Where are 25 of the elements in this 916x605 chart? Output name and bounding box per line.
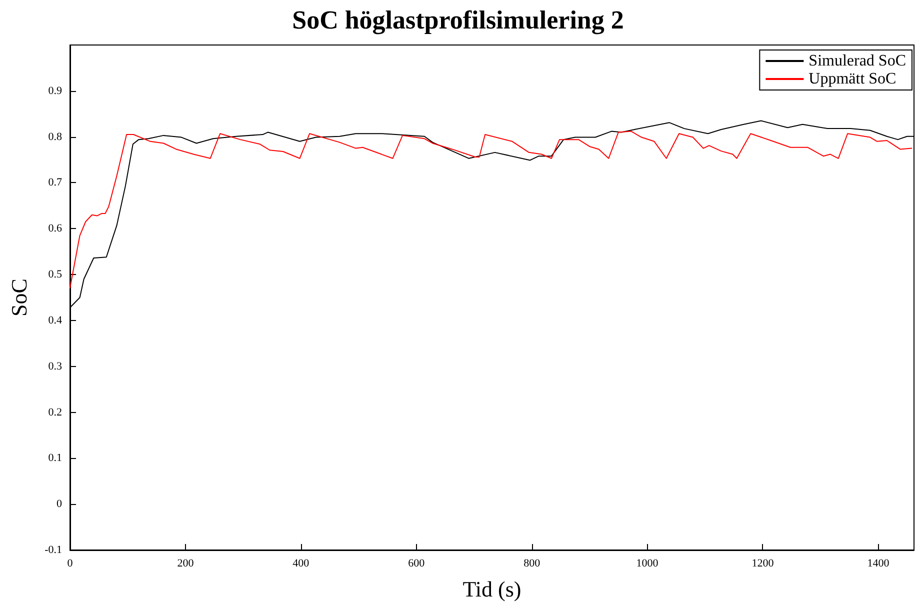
legend-label: Simulerad SoC (808, 52, 906, 70)
y-tick-label: 0.4 (48, 314, 62, 326)
y-tick-label: 0.7 (48, 176, 62, 189)
legend-label: Uppmätt SoC (808, 70, 896, 88)
x-tick-label: 800 (524, 558, 541, 570)
y-tick-label: 0.9 (48, 84, 62, 97)
x-tick-label: 1000 (636, 558, 659, 570)
x-tick-label: 400 (292, 558, 310, 570)
y-tick-label: 0.8 (48, 130, 62, 143)
chart-title: SoC höglastprofilsimulering 2 (292, 6, 624, 34)
x-axis-title: Tid (s) (462, 576, 522, 602)
y-tick-label: -0.1 (44, 544, 62, 556)
x-tick-label: 200 (177, 558, 194, 570)
x-tick-label: 1200 (752, 558, 774, 570)
x-tick-label: 1400 (867, 558, 890, 570)
x-tick-label: 600 (408, 558, 426, 570)
y-tick-label: 0.5 (48, 268, 62, 281)
y-tick-label: 0.2 (48, 406, 62, 418)
y-tick-label: 0 (56, 498, 62, 510)
line-series (70, 130, 912, 288)
y-tick-label: 0.1 (48, 452, 62, 464)
y-tick-label: 0.6 (48, 222, 62, 235)
y-tick-label: 0.3 (48, 360, 62, 372)
x-tick-label: 0 (67, 558, 74, 570)
y-axis-title: SoC (6, 278, 32, 316)
